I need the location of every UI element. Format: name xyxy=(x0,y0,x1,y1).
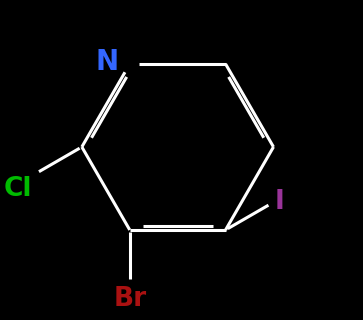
Text: Br: Br xyxy=(113,286,146,312)
Text: I: I xyxy=(274,189,284,215)
Text: N: N xyxy=(95,48,119,76)
Text: Cl: Cl xyxy=(4,176,32,202)
